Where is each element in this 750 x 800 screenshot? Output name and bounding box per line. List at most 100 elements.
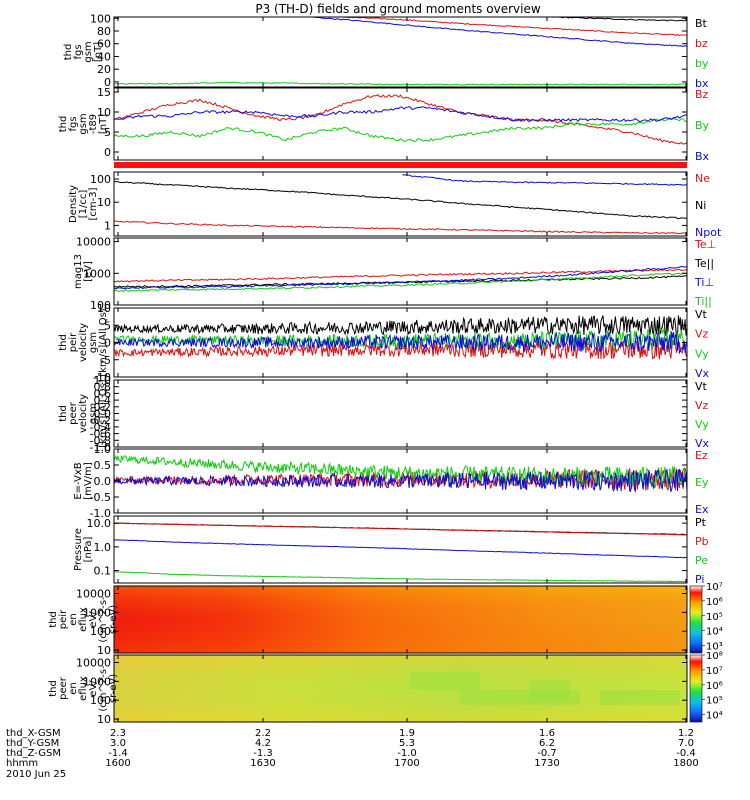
series-line-Pi [114, 539, 687, 559]
series-line-Ni [114, 181, 687, 220]
y-tick-label: 40 [97, 50, 111, 63]
y-axis-label: Pressure [nPa] [73, 528, 94, 571]
y-axis-label-line: [eV] [83, 261, 94, 282]
legend-Npot: Npot [695, 226, 722, 239]
y-axis-label-line: (cm^2-s- [98, 665, 109, 712]
separator-bar [114, 162, 687, 168]
legend-By: By [695, 119, 710, 132]
y-tick-label: 5 [104, 319, 111, 332]
x-axis-value: -0.4 [676, 748, 696, 759]
y-tick-label: 0.1 [94, 565, 112, 578]
legend-bx: bx [695, 77, 709, 90]
y-axis-label-line: [nT] [93, 42, 104, 62]
y-tick-label: 10 [97, 713, 111, 726]
y-axis-label-line: eflux [78, 676, 89, 701]
y-tick-label: 10.0 [87, 517, 112, 530]
x-axis-value: 1.9 [399, 728, 415, 739]
series-line-Te⊥ [114, 268, 687, 283]
y-axis-label-line: thd [63, 44, 74, 61]
series-line-Bt [528, 17, 687, 22]
y-axis-label-line: sr-eV) [108, 674, 119, 703]
y-tick-label: 10000 [76, 236, 111, 249]
y-tick-label: -0.6 [90, 428, 111, 441]
series-line-Ex [114, 468, 687, 493]
y-tick-label: -1.0 [90, 441, 111, 454]
y-axis-label-line: gsm [83, 41, 94, 62]
series-line-Vt [114, 315, 687, 337]
x-axis-value: -1.3 [253, 748, 273, 759]
y-axis-label: thd peer velocity gsm [km/s](All Qs) [58, 379, 109, 447]
y-axis-label: thd peer en eflux eV/(cm^2-s-sr-eV) [48, 665, 119, 712]
colorbar-tick-label: 10⁶ [706, 681, 723, 692]
y-tick-label: 10 [97, 106, 111, 119]
panel-frame [113, 379, 688, 448]
series-line-Ne [114, 220, 687, 235]
x-axis-row-label: thd_Z-GSM [6, 748, 61, 759]
y-tick-label: 1000 [83, 675, 111, 688]
y-axis-label-line: velocity [78, 323, 89, 362]
x-axis-row-label: thd_Y-GSM [6, 738, 59, 749]
y-axis-label-line: eV/ [88, 680, 99, 697]
panel-frame [113, 87, 688, 161]
legend-bz: bz [695, 37, 708, 50]
y-tick-label: 10 [97, 196, 111, 209]
y-axis-label-line: thd [58, 405, 69, 422]
y-axis-label-line: [1/cc] [78, 190, 89, 219]
y-axis-label-line: eflux [78, 607, 89, 632]
y-axis-label-line: Pressure [73, 528, 84, 571]
y-axis-label-line: gsm [78, 113, 89, 134]
y-axis-label-line: gsm [88, 403, 99, 424]
x-axis-value: 2.2 [255, 728, 271, 739]
y-tick-label: -0.4 [90, 421, 111, 434]
panel-frame [113, 654, 688, 723]
series-line-by [114, 81, 687, 86]
y-tick-label: 1.0 [94, 443, 112, 456]
y-tick-label: 15 [97, 86, 111, 99]
y-axis-label-line: peer [58, 676, 69, 700]
x-axis-value: 1.2 [678, 728, 694, 739]
legend-Vz: Vz [695, 399, 709, 412]
y-axis-label-line: en [68, 682, 79, 695]
y-tick-label: 0 [104, 76, 111, 89]
y-axis-label-line: E=-VxB [73, 462, 84, 499]
panel-3: Ne Ni Npot 100 10 1 Density [1/cc] [cm-3] [68, 171, 722, 239]
y-axis-label-line: thd [58, 334, 69, 351]
x-axis-labels: thd_X-GSM 2.3 2.2 1.9 1.6 1.2 thd_Y-GSM 3.0 4.2 5… [6, 728, 699, 780]
x-axis-value: 1800 [673, 758, 698, 769]
y-tick-label: -5 [100, 354, 111, 367]
series-line-Ti⊥ [114, 265, 687, 290]
series-line-Bx [114, 106, 687, 123]
y-tick-label: 10000 [76, 588, 111, 601]
colorbar-tick-label: 10³ [706, 642, 723, 653]
y-tick-label: 0.8 [94, 381, 112, 394]
y-tick-label: 1000 [83, 267, 111, 280]
series-line-Te|| [114, 275, 687, 288]
y-axis-label-line: mag13 [73, 254, 84, 289]
colorbar-tick-label: 10⁶ [706, 597, 723, 608]
figure-title: P3 (TH-D) fields and ground moments over… [255, 2, 540, 16]
series-line-Ey [114, 454, 687, 489]
y-tick-label: 1.0 [94, 541, 112, 554]
y-axis-label-line: sr-eV) [108, 605, 119, 634]
y-tick-label: 80 [97, 25, 111, 38]
y-axis-label-line: thd [58, 116, 69, 133]
legend-Vy: Vy [695, 347, 709, 360]
y-axis-label-line: fgs [73, 44, 84, 59]
y-axis-label-line: peir [68, 332, 79, 352]
panel-6: VtVzVyVx1.00.80.60.40.20.0-0.2-0.4-0.6-0… [58, 374, 710, 454]
y-axis-label-line: fgs [68, 116, 79, 131]
y-tick-label: -0.2 [90, 414, 111, 427]
y-tick-label: 0.0 [94, 475, 112, 488]
y-tick-label: 100 [90, 299, 111, 312]
y-tick-label: 0.0 [94, 408, 112, 421]
legend-Te⊥: Te⊥ [694, 238, 716, 251]
y-axis-label-line: eV/ [88, 611, 99, 628]
colorbar [689, 654, 703, 723]
x-axis-value: 1630 [250, 758, 275, 769]
panel-4: Te⊥ Te|| Ti⊥ Ti|| 10000 1000 100 mag13 [eV] [73, 236, 716, 312]
legend-Te||: Te|| [694, 257, 714, 270]
x-axis-row-label: hhmm [6, 758, 38, 769]
